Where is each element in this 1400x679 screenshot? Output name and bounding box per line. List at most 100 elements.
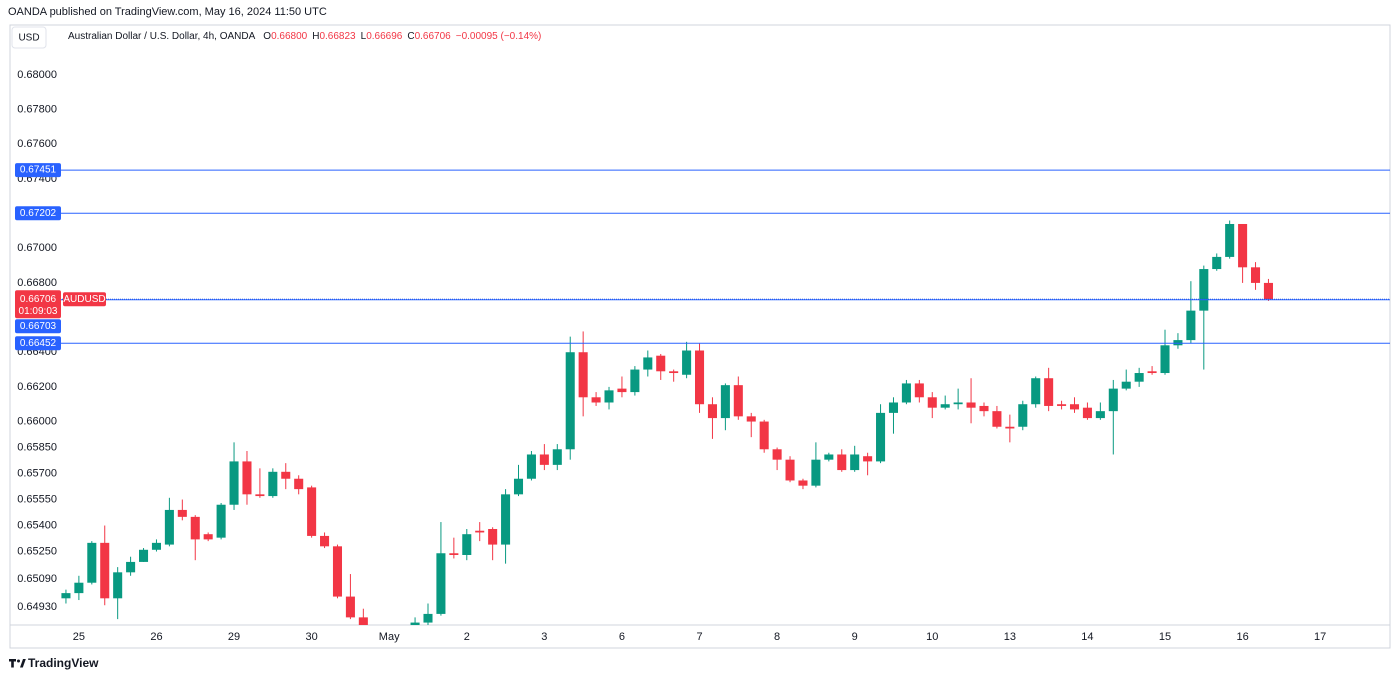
candle-body [462,534,472,555]
candle-body [61,593,71,599]
candle-body [1005,426,1015,429]
y-tick-label: 0.67800 [17,104,57,116]
hline-price-box [15,163,61,178]
candle-body [177,509,187,517]
candle-body [151,542,161,550]
brand: TradingView [28,656,99,670]
currency: USD [18,33,39,44]
candle-body [901,383,911,403]
y-tick-label: 0.65550 [17,493,57,505]
candle-body [695,350,705,405]
candle-body [436,553,446,614]
y-tick-label: 0.68000 [17,69,57,81]
symbol-legend: Australian Dollar / U.S. Dollar, 4h, OAN… [68,31,541,42]
candle-body [100,542,110,599]
ohlc-value: 0.66823 [319,31,356,42]
candle-body [113,572,123,599]
x-tick-label: 29 [228,631,240,643]
candle-body [914,383,924,398]
candle-body [591,397,601,403]
ohlc-key: H [312,31,319,42]
candle-body [1160,345,1170,374]
x-tick-label: 2 [464,631,470,643]
candle-body [242,461,252,495]
candle-body [475,530,485,533]
candle-body [759,421,769,450]
y-tick-label: 0.65250 [17,545,57,557]
candle-body [345,596,355,618]
candle-body [281,471,291,479]
candle-body [126,561,136,573]
candle-body [798,480,808,486]
x-tick-label: 13 [1004,631,1016,643]
x-tick-label: 30 [305,631,317,643]
ohlc-value: 0.66696 [366,31,403,42]
candle-body [772,449,782,460]
candle-body [190,516,200,540]
hline-price-label: 0.66703 [20,321,57,332]
candle-body [682,350,692,375]
candle-body [604,390,614,403]
candle-body [1044,378,1054,406]
x-tick-label: 6 [619,631,625,643]
x-tick-label: 25 [73,631,85,643]
candle-body [320,535,330,547]
chart-frame [9,24,1391,649]
candle-body [307,487,317,536]
candle-body [139,549,149,562]
hline-price-label: 0.67451 [20,165,57,176]
candle-body [1069,404,1080,410]
ohlc-key: C [407,31,414,42]
currency-box[interactable] [11,26,47,49]
candle-body [707,404,717,419]
candle-body [746,416,756,422]
ohlc-value: 0.66706 [415,31,452,42]
candle-body [876,412,886,462]
x-tick-label: 15 [1159,631,1171,643]
candle-body [216,504,226,538]
candle-body [979,405,989,412]
published-note: OANDA published on TradingView.com, May … [8,6,327,18]
candle-body [74,582,84,594]
symbol-box [63,292,106,307]
candle-body [785,459,795,481]
candle-body [927,397,937,408]
candle-body [513,478,524,495]
hline-price-box [15,206,61,221]
candle-body [268,471,278,497]
candle-body [87,542,97,583]
candle-body [164,509,174,545]
hline-price-label: 0.66452 [20,338,57,349]
x-tick-label: 9 [852,631,858,643]
candle-body [811,459,821,486]
candle-body [1147,371,1157,374]
candle-body [294,478,304,490]
candle-body [888,402,899,413]
candle-body [1095,411,1105,419]
candle-body [863,456,873,462]
y-tick-label: 0.67600 [17,138,57,150]
hline-price-box [15,336,61,351]
x-tick-label: 16 [1236,631,1248,643]
y-tick-label: 0.66200 [17,381,57,393]
candle-body [1186,310,1196,341]
candle-body [501,494,511,545]
candle-body [1225,223,1235,257]
candle-body [1057,404,1067,406]
candle-body [410,622,420,625]
candles [61,220,1273,661]
candle-body [1199,269,1209,311]
last-price-label: 0.66706 [20,294,57,305]
candle-body [824,454,834,460]
candle-body [992,411,1002,427]
candle-body [669,371,679,374]
x-tick-label: 17 [1314,631,1326,643]
ohlc-value: 0.66800 [271,31,308,42]
y-tick-label: 0.65700 [17,467,57,479]
y-tick-label: 0.66000 [17,415,57,427]
candle-body [966,402,976,408]
candle-body [372,645,381,661]
x-tick-label: 10 [926,631,938,643]
candle-body [617,388,627,393]
